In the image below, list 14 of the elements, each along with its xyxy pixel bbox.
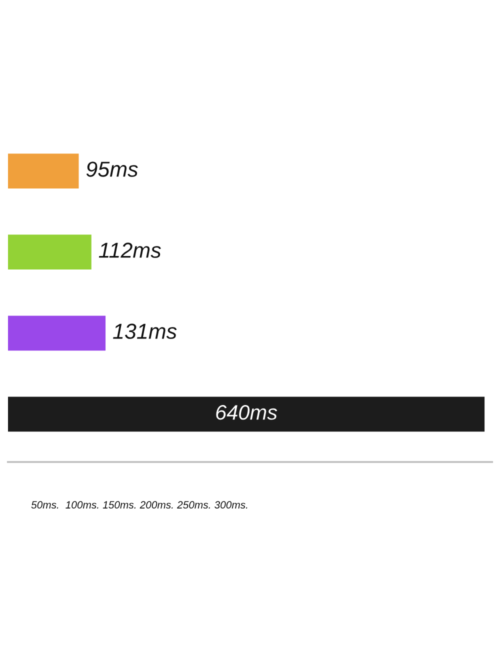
x-tick-label: 150ms. [102,501,136,509]
bar [8,154,79,188]
x-tick-label: 200ms. [140,501,173,509]
data-label: 131ms [113,324,177,339]
x-tick-label: 100ms. [66,501,98,509]
data-label: 112ms [98,242,161,258]
data-label: 640ms [216,405,278,420]
data-label: 95ms [86,162,138,177]
bar [8,316,106,351]
x-tick-label: 250ms. [177,501,210,509]
x-tick-label: 50ms. [31,501,58,509]
bar [8,234,92,270]
bar [8,396,485,432]
x-tick-label: 300ms. [214,501,248,509]
